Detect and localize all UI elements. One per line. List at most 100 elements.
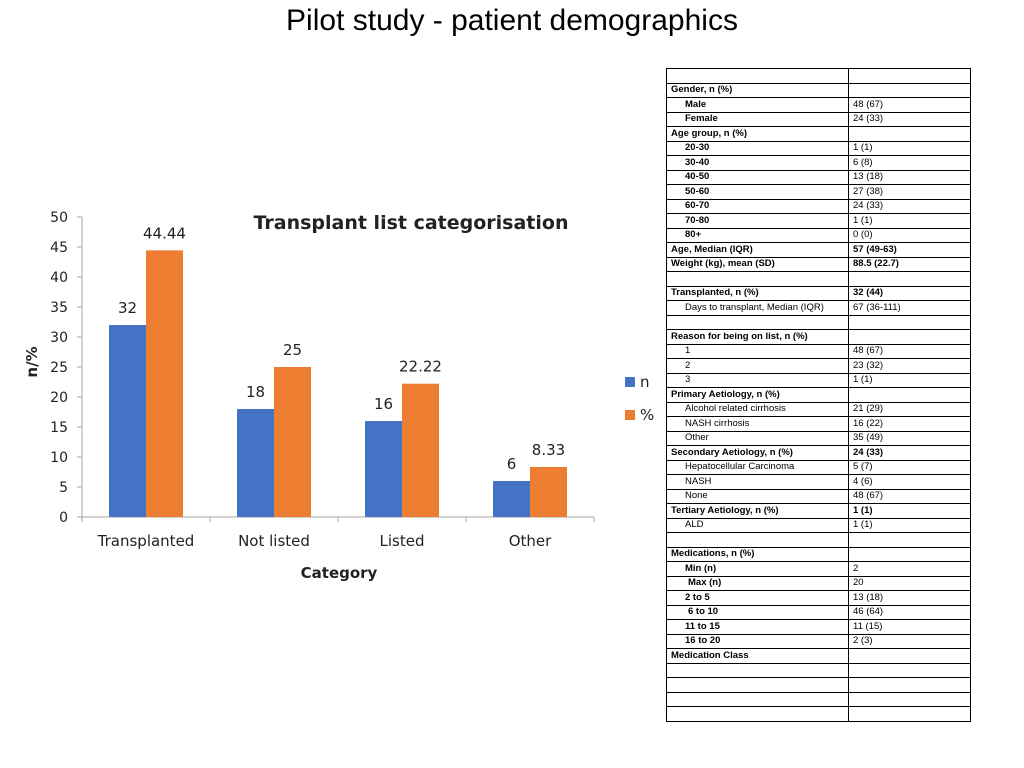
table-row-label: Max (n) <box>666 575 849 591</box>
table-row-label: Age group, n (%) <box>666 126 849 142</box>
table-row-value <box>848 648 971 664</box>
table-row-label: 20-30 <box>666 140 849 156</box>
table-row: ALD 1 (1) <box>666 517 971 533</box>
y-tick-label: 15 <box>50 420 68 436</box>
table-row <box>666 271 971 287</box>
y-tick-label: 50 <box>50 210 68 226</box>
table-row: Female 24 (33) <box>666 111 971 127</box>
table-row-label: None <box>666 488 849 504</box>
table-row-value: 35 (49) <box>848 430 971 446</box>
demographics-table-body: Gender, n (%) Male 48 (67) Female 24 (33) Age… <box>666 68 971 722</box>
table-row-value: 11 (15) <box>848 619 971 635</box>
table-row-value <box>848 662 971 678</box>
table-row: NASH cirrhosis 16 (22) <box>666 416 971 432</box>
table-row-value: 24 (33) <box>848 198 971 214</box>
y-axis-label: n/% <box>23 346 41 377</box>
table-row: 16 to 20 2 (3) <box>666 633 971 649</box>
table-row-label: 40-50 <box>666 169 849 185</box>
chart-title: Transplant list categorisation <box>254 212 569 234</box>
table-row: Hepatocellular Carcinoma 5 (7) <box>666 459 971 475</box>
table-row-value: 5 (7) <box>848 459 971 475</box>
bar-data-label: 22.22 <box>399 358 442 376</box>
bar-n <box>109 325 146 517</box>
bar-percent <box>274 367 311 517</box>
table-row-label: NASH cirrhosis <box>666 416 849 432</box>
table-row: Transplanted, n (%) 32 (44) <box>666 285 971 301</box>
table-row-label: 60-70 <box>666 198 849 214</box>
table-row-label: 3 <box>666 372 849 388</box>
table-row: Medications, n (%) <box>666 546 971 562</box>
table-row-label: Male <box>666 97 849 113</box>
table-row: 2 23 (32) <box>666 358 971 374</box>
table-row: Tertiary Aetiology, n (%) 1 (1) <box>666 503 971 519</box>
table-row-label: ALD <box>666 517 849 533</box>
table-row: Max (n) 20 <box>666 575 971 591</box>
table-row-label: Days to transplant, Median (IQR) <box>666 300 849 316</box>
table-row-label <box>666 691 849 707</box>
table-row: 11 to 15 11 (15) <box>666 619 971 635</box>
table-row-label <box>666 271 849 287</box>
chart-legend: n% <box>625 373 654 424</box>
table-row: 70-80 1 (1) <box>666 213 971 229</box>
table-row: 80+ 0 (0) <box>666 227 971 243</box>
table-row-value: 16 (22) <box>848 416 971 432</box>
table-row-label: Female <box>666 111 849 127</box>
bar-percent <box>402 383 439 517</box>
table-row-value: 1 (1) <box>848 372 971 388</box>
table-row-label: Gender, n (%) <box>666 82 849 98</box>
table-row: 40-50 13 (18) <box>666 169 971 185</box>
bar-data-label: 6 <box>507 455 517 473</box>
table-row-value: 1 (1) <box>848 503 971 519</box>
table-row-label: 6 to 10 <box>666 604 849 620</box>
table-row: 20-30 1 (1) <box>666 140 971 156</box>
table-row <box>666 677 971 693</box>
table-row: Min (n) 2 <box>666 561 971 577</box>
table-row-label: 2 to 5 <box>666 590 849 606</box>
y-tick-label: 20 <box>50 390 68 406</box>
table-row-label: 80+ <box>666 227 849 243</box>
y-tick-label: 45 <box>50 240 68 256</box>
table-row-value: 20 <box>848 575 971 591</box>
table-row-value <box>848 677 971 693</box>
bar-n <box>365 421 402 517</box>
table-row-value <box>848 329 971 345</box>
demographics-table: Gender, n (%) Male 48 (67) Female 24 (33) Age… <box>666 68 971 722</box>
table-row-label: Min (n) <box>666 561 849 577</box>
table-row-value <box>848 68 971 84</box>
table-row-label: Secondary Aetiology, n (%) <box>666 445 849 461</box>
table-row-value: 48 (67) <box>848 97 971 113</box>
table-row: Secondary Aetiology, n (%) 24 (33) <box>666 445 971 461</box>
table-row-label: Transplanted, n (%) <box>666 285 849 301</box>
x-tick-label: Transplanted <box>97 532 195 550</box>
table-row-label: Weight (kg), mean (SD) <box>666 256 849 272</box>
legend-swatch <box>625 410 635 420</box>
table-row-value: 23 (32) <box>848 358 971 374</box>
table-row: None 48 (67) <box>666 488 971 504</box>
table-row-label <box>666 662 849 678</box>
table-row-value <box>848 126 971 142</box>
table-row-label: Alcohol related cirrhosis <box>666 401 849 417</box>
table-row: 2 to 5 13 (18) <box>666 590 971 606</box>
table-row-label: NASH <box>666 474 849 490</box>
table-row-label <box>666 68 849 84</box>
table-row-label: Age, Median (IQR) <box>666 242 849 258</box>
table-row-label: Other <box>666 430 849 446</box>
table-row <box>666 706 971 722</box>
table-row-label: 70-80 <box>666 213 849 229</box>
table-row-value: 48 (67) <box>848 343 971 359</box>
table-row-value: 1 (1) <box>848 140 971 156</box>
table-row-label: Tertiary Aetiology, n (%) <box>666 503 849 519</box>
table-row <box>666 314 971 330</box>
bar-chart: Transplant list categorisation 0 5 10 15 20 2… <box>23 210 654 582</box>
table-row-label: 1 <box>666 343 849 359</box>
table-row: 50-60 27 (38) <box>666 184 971 200</box>
table-row-label <box>666 314 849 330</box>
bar-data-label: 44.44 <box>143 224 186 242</box>
table-row-value: 24 (33) <box>848 445 971 461</box>
table-row: 6 to 10 46 (64) <box>666 604 971 620</box>
table-row-label: Medications, n (%) <box>666 546 849 562</box>
table-row: Other 35 (49) <box>666 430 971 446</box>
table-row-value <box>848 271 971 287</box>
table-row-value: 13 (18) <box>848 169 971 185</box>
